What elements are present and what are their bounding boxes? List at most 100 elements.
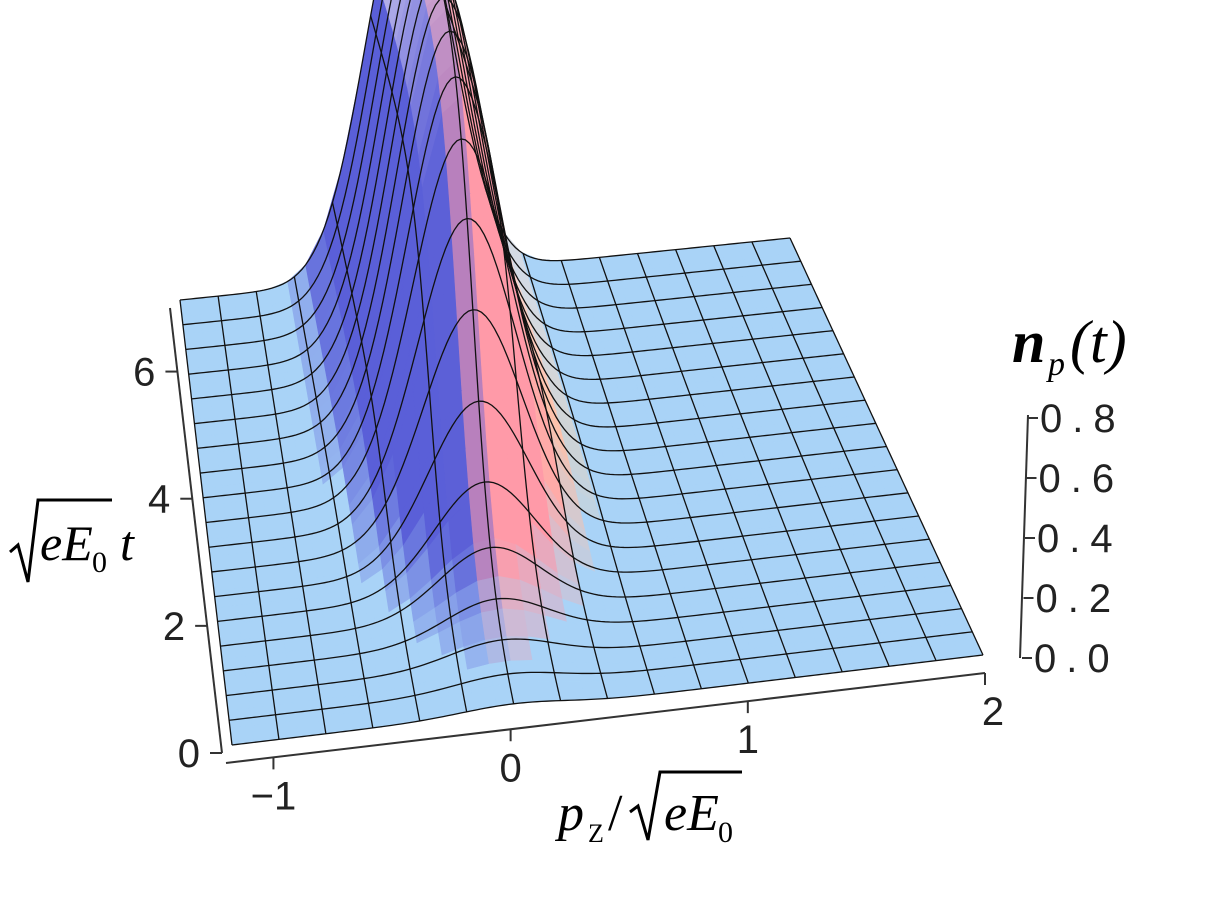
surface-face [510,659,538,684]
x-tick-label: −1 [251,774,297,818]
x-tick-label: 2 [982,690,1004,734]
x-label-ee: eE [664,785,719,842]
surface-face [185,349,207,369]
surface-face [225,517,249,538]
y-label-t: t [120,515,135,571]
z-tick-label: 0.2 [1036,577,1122,621]
x-label-radical [629,770,742,841]
surface-face [195,434,218,455]
mesh-line-p [522,253,656,695]
surface-face [492,682,520,707]
surface-face [304,629,329,650]
surface-face [514,681,542,704]
surface-face [388,0,400,31]
y-label-zero: 0 [92,546,107,579]
y-tick-label: 6 [133,351,155,395]
surface-face [233,291,255,312]
surface-face [191,400,214,421]
z-tick-label: 0.8 [1040,397,1126,441]
z-tick-label: 0.6 [1039,457,1125,501]
z-axis-label: n p (t) [1012,309,1127,383]
surface-face [197,451,220,472]
surface-face [477,576,504,614]
surface-face [217,449,240,470]
axes: −1 0 1 2 0 2 4 6 0.0 0.2 0.4 0.6 0.8 [133,307,1126,818]
surface-face [245,376,268,397]
mesh-line-p [443,0,515,704]
y-tick-label: 2 [163,605,185,649]
surface-face [280,615,305,636]
z-axis-line [1019,414,1029,659]
surface-face [265,512,290,534]
surface-face [240,637,265,658]
mesh-line-p [713,245,890,667]
x-label-zero: 0 [718,816,733,849]
mesh-line-p [255,291,327,734]
mesh-line-p [484,186,609,699]
surface-face [469,492,496,545]
surface-face [214,432,238,453]
surface-face [298,595,324,616]
surface-face [213,588,238,609]
mesh-line-p [179,299,233,746]
mesh-line-p [789,237,984,656]
surface-face [197,296,219,316]
surface-face [236,602,261,624]
surface-face [243,359,266,380]
surface-face [245,671,270,692]
surface-face [278,597,303,619]
surface-face [248,393,271,414]
surface-face [215,605,240,626]
x-label-sub: Z [588,819,604,848]
y-axis-label: eE 0 t [9,498,135,583]
mesh-line-p [751,241,937,661]
surface-face [223,500,247,521]
surface-face [263,495,287,517]
surface-face [273,563,297,585]
x-axis-label: p Z / eE 0 [554,770,742,849]
mesh-line-p [560,260,702,689]
x-tick-label: 0 [500,746,522,790]
surface-face [285,649,311,670]
surface-face [179,297,201,318]
surface-face [219,639,244,660]
surface-face [275,580,300,602]
y-axis-line [169,307,223,754]
y-label-radical [9,498,112,583]
z-label-n: n [1012,309,1045,375]
surface-face [461,380,487,450]
x-label-slash: / [608,785,623,842]
y-tick-label: 0 [178,732,200,776]
surface-face [211,571,235,592]
surface-face [465,439,491,501]
mesh-line-p [598,257,749,684]
x-label-p: p [554,785,584,842]
z-tick-label: 0.0 [1034,637,1120,681]
z-label-sub: p [1046,346,1065,383]
y-tick-label: 4 [148,478,170,522]
surface-face [301,612,327,633]
surface-face [457,317,483,392]
surface-face [217,622,242,643]
surface-face [210,398,233,419]
surface-face [330,660,357,682]
surface-face [339,711,365,733]
surface-face [240,342,263,363]
surface-face [206,364,228,384]
surface-face [283,632,308,653]
mesh-line-p [636,253,796,678]
z-label-rest: (t) [1070,309,1127,375]
surface-face [234,585,258,607]
mesh-line-p [217,296,280,740]
surface-face [251,722,277,743]
mesh-line-p [675,249,843,673]
surface-face [204,347,226,367]
x-tick-label: 1 [737,718,759,762]
surface-face [205,519,229,540]
surface-face [295,717,321,738]
surface-face [203,502,227,523]
surface-face [229,724,255,746]
surface-face [208,381,231,402]
surface-face [481,608,508,641]
